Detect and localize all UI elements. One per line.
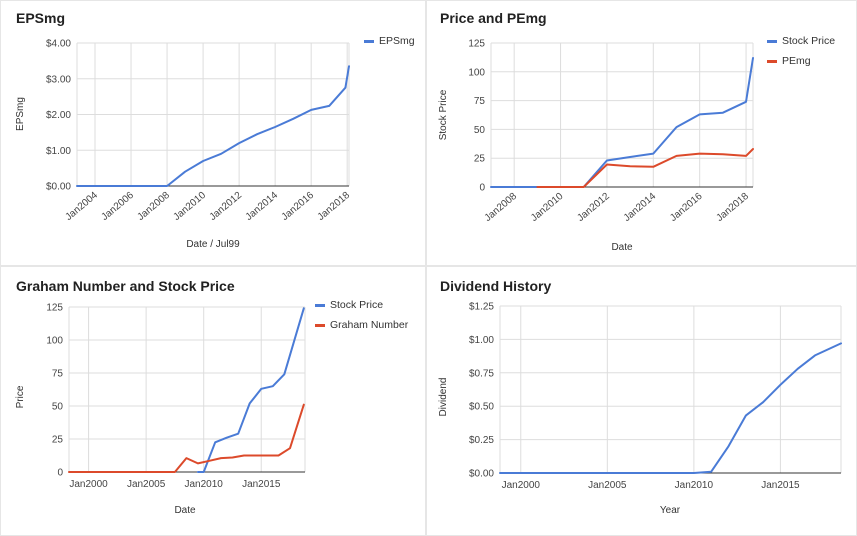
y-tick-label: 25	[52, 435, 64, 446]
legend-swatch	[315, 304, 325, 307]
y-tick-label: 50	[52, 402, 64, 413]
x-tick-label: Jan2010	[529, 191, 566, 224]
x-tick-label: Jan2016	[280, 190, 317, 223]
x-axis-title: Date	[174, 505, 196, 516]
x-tick-label: Jan2010	[172, 190, 209, 223]
y-tick-label: $2.00	[46, 110, 71, 121]
chart-title: Price and PEmg	[440, 10, 547, 26]
y-tick-label: 75	[52, 369, 64, 380]
x-axis-title: Date	[611, 242, 633, 253]
legend-swatch	[364, 40, 374, 43]
x-tick-label: Jan2008	[136, 190, 173, 223]
x-tick-label: Jan2014	[244, 190, 281, 223]
chart-panel-epsmg: EPSmg $0.00 $1.00 $2.00 $3.00 $4.00 Jan2004 Jan…	[1, 1, 425, 265]
y-tick-label: 100	[46, 336, 63, 347]
chart-svg: Dividend History $0.00 $0.25 $0.50 $0.75 $1.0…	[438, 278, 842, 516]
series-line	[536, 148, 754, 188]
y-tick-label: $0.50	[469, 402, 494, 413]
x-tick-label: Jan2016	[668, 191, 705, 224]
y-axis-title: Dividend	[438, 378, 449, 417]
x-tick-label: Jan2015	[242, 479, 281, 490]
legend-swatch	[315, 324, 325, 327]
x-tick-label: Jan2005	[588, 480, 627, 491]
y-tick-label: 0	[57, 468, 63, 479]
series-line	[196, 307, 305, 473]
chart-svg: Graham Number and Stock Price 0 25 50 75 100 1…	[15, 278, 409, 516]
x-tick-label: Jan2006	[100, 190, 137, 223]
x-tick-label: Jan2000	[502, 480, 541, 491]
chart-panel-dividend-history: Dividend History $0.00 $0.25 $0.50 $0.75 $1.0…	[427, 267, 856, 535]
y-axis-title: EPSmg	[15, 97, 26, 131]
chart-panel-price-pemg: Price and PEmg 0 25 50 75 100 125 Jan2008 Jan201…	[427, 1, 856, 265]
x-tick-label: Jan2012	[575, 191, 612, 224]
legend-label: Stock Price	[330, 299, 383, 311]
chart-title: EPSmg	[16, 10, 65, 26]
y-tick-label: 75	[474, 96, 486, 107]
y-tick-label: 125	[46, 303, 63, 314]
x-tick-label: Jan2000	[69, 479, 108, 490]
legend-label: Stock Price	[782, 35, 835, 47]
legend-label: PEmg	[782, 55, 811, 67]
x-tick-label: Jan2005	[127, 479, 166, 490]
y-tick-label: 100	[468, 67, 485, 78]
x-tick-label: Jan2012	[208, 190, 245, 223]
x-axis-title: Year	[660, 505, 681, 516]
y-tick-label: 0	[479, 183, 485, 194]
y-axis-title: Stock Price	[438, 89, 449, 140]
chart-svg: Price and PEmg 0 25 50 75 100 125 Jan2008 Jan201…	[438, 10, 835, 253]
series-line	[499, 342, 842, 474]
y-tick-label: 25	[474, 154, 486, 165]
y-tick-label: $4.00	[46, 39, 71, 50]
chart-title: Graham Number and Stock Price	[16, 278, 235, 294]
legend-swatch	[767, 40, 777, 43]
y-tick-label: $0.00	[469, 469, 494, 480]
legend-label: Graham Number	[330, 319, 409, 331]
y-tick-label: $1.00	[469, 335, 494, 346]
x-tick-label: Jan2010	[675, 480, 714, 491]
x-tick-label: Jan2008	[483, 191, 520, 224]
y-tick-label: $0.75	[469, 368, 494, 379]
x-tick-label: Jan2014	[622, 191, 659, 224]
y-axis-title: Price	[15, 385, 26, 408]
x-tick-label: Jan2015	[761, 480, 800, 491]
x-tick-label: Jan2018	[715, 191, 752, 224]
x-tick-label: Jan2004	[63, 190, 100, 223]
x-tick-label: Jan2010	[185, 479, 224, 490]
series-line	[76, 65, 350, 187]
legend-swatch	[767, 60, 777, 63]
legend-label: EPSmg	[379, 35, 415, 47]
y-tick-label: $1.25	[469, 302, 494, 313]
y-tick-label: $1.00	[46, 146, 71, 157]
y-tick-label: 50	[474, 125, 486, 136]
series-line	[68, 403, 305, 473]
y-tick-label: 125	[468, 39, 485, 50]
y-tick-label: $0.00	[46, 182, 71, 193]
series-line	[490, 57, 754, 188]
y-tick-label: $3.00	[46, 74, 71, 85]
y-tick-label: $0.25	[469, 435, 494, 446]
x-tick-label: Jan2018	[316, 190, 353, 223]
chart-title: Dividend History	[440, 278, 551, 294]
chart-panel-graham-number: Graham Number and Stock Price 0 25 50 75 100 1…	[1, 267, 425, 535]
x-axis-title: Date / Jul99	[186, 239, 240, 250]
